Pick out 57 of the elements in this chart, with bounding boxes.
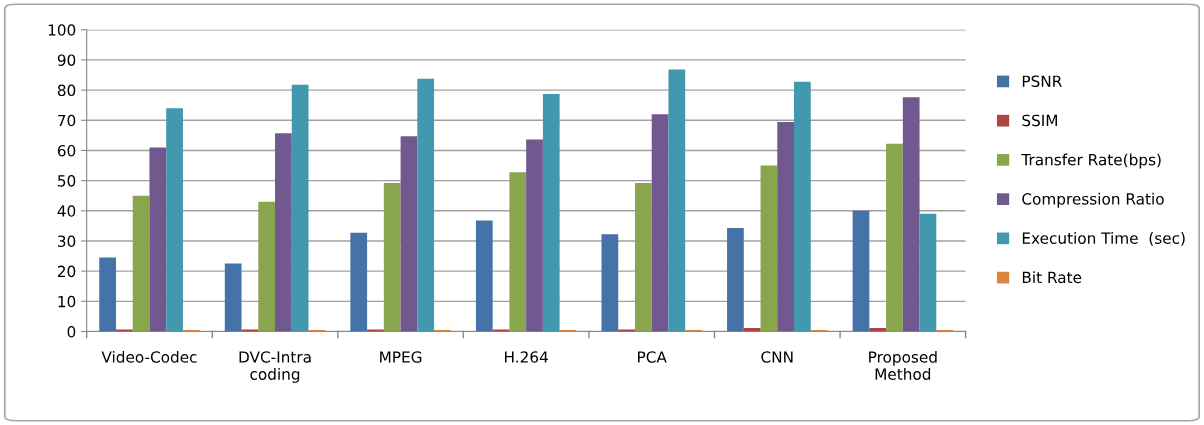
y-tick-label: 50 xyxy=(58,175,76,187)
bar xyxy=(291,84,309,332)
bar xyxy=(383,183,401,332)
y-tick-label: 80 xyxy=(57,84,76,97)
bar xyxy=(367,329,384,332)
bar xyxy=(475,220,493,332)
y-tick-label: 100 xyxy=(48,24,76,36)
bar xyxy=(794,81,811,332)
bar xyxy=(651,114,669,332)
bar xyxy=(275,133,292,332)
bar xyxy=(241,329,259,332)
x-tick-label: CNN xyxy=(761,351,793,363)
bar xyxy=(886,143,903,332)
bar xyxy=(350,232,368,332)
bar xyxy=(919,213,937,332)
y-tick-label: 90 xyxy=(57,54,76,66)
bar xyxy=(132,195,150,332)
legend-label: Execution Time (sec) xyxy=(1022,232,1185,246)
legend-label: Transfer Rate(bps) xyxy=(1021,153,1161,169)
bar xyxy=(618,329,635,332)
bar xyxy=(509,172,527,332)
bar xyxy=(777,122,795,332)
bar xyxy=(760,165,778,332)
bar xyxy=(601,234,619,332)
bar xyxy=(902,97,920,332)
legend-label: SSIM xyxy=(1022,114,1057,127)
bar xyxy=(526,139,543,332)
y-tick-label: 60 xyxy=(57,144,76,157)
bar xyxy=(417,78,435,332)
bar xyxy=(149,147,167,332)
legend-label: Compression Ratio xyxy=(1022,192,1164,208)
y-tick-label: 30 xyxy=(58,235,76,247)
bar xyxy=(224,263,242,332)
x-tick-label: H.264 xyxy=(505,351,548,363)
bar xyxy=(634,183,652,332)
x-tick-label: Proposed Method xyxy=(869,350,937,380)
bar xyxy=(166,108,183,332)
bar xyxy=(492,329,510,332)
y-tick-label: 70 xyxy=(58,114,76,127)
bar xyxy=(258,201,276,332)
x-tick-label: PCA xyxy=(638,351,667,363)
bar xyxy=(668,69,686,332)
bar xyxy=(99,257,116,332)
y-tick-label: 20 xyxy=(57,265,76,278)
bar xyxy=(852,210,870,332)
y-tick-label: 10 xyxy=(58,295,76,308)
y-tick-label: 0 xyxy=(67,325,76,338)
x-tick-label: Video-Codec xyxy=(101,350,197,363)
x-tick-label: DVC-Intra coding xyxy=(239,351,311,383)
y-tick-label: 40 xyxy=(57,205,76,217)
bar xyxy=(400,136,418,332)
bar xyxy=(727,228,744,332)
legend-label: PSNR xyxy=(1022,75,1062,87)
bar xyxy=(542,94,560,332)
x-tick-label: MPEG xyxy=(380,351,422,363)
legend-label: Bit Rate xyxy=(1022,271,1082,284)
bar xyxy=(115,329,133,332)
